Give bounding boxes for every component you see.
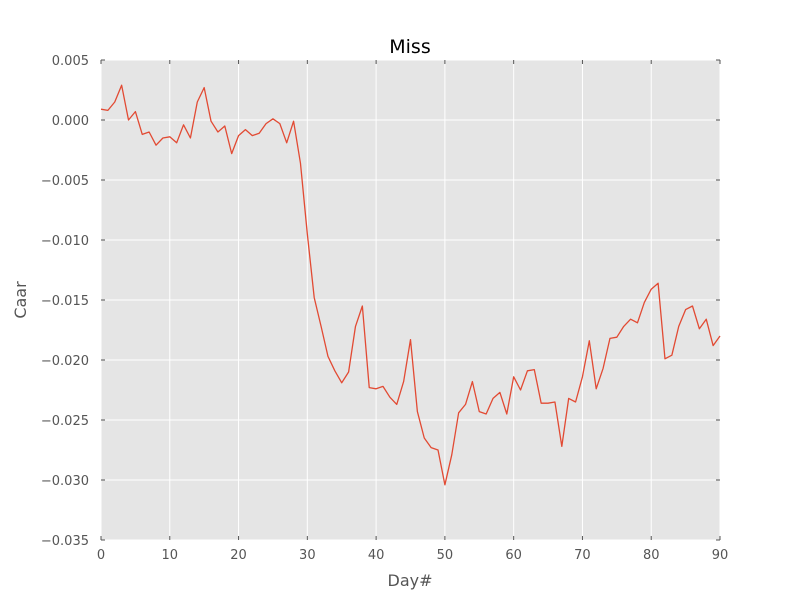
- x-tick-label: 30: [299, 548, 316, 563]
- x-tick-label: 40: [368, 548, 385, 563]
- x-tick-label: 20: [230, 548, 247, 563]
- chart-title: Miss: [389, 36, 430, 58]
- x-tick-label: 60: [505, 548, 522, 563]
- axis-ticks: [100, 59, 721, 541]
- x-tick-label: 0: [97, 548, 105, 563]
- y-tick-labels: 0.005 0.000 −0.005 −0.010 −0.015 −0.020 −0.025…: [41, 54, 89, 549]
- y-tick-label: −0.025: [41, 414, 89, 429]
- y-tick-label: −0.015: [41, 294, 89, 309]
- x-tick-labels: 0 10 20 30 40 50 60 70 80 90: [97, 548, 728, 563]
- series-layer: [100, 84, 721, 486]
- x-tick-label: 10: [162, 548, 179, 563]
- y-tick-label: −0.005: [41, 174, 89, 189]
- x-tick-label: 70: [574, 548, 591, 563]
- y-tick-label: 0.000: [52, 114, 89, 129]
- x-axis-label: Day#: [388, 571, 433, 590]
- y-tick-label: 0.005: [52, 54, 89, 69]
- x-tick-label: 80: [643, 548, 660, 563]
- y-tick-label: −0.020: [41, 354, 89, 369]
- x-tick-label: 50: [437, 548, 454, 563]
- x-tick-label: 90: [712, 548, 729, 563]
- y-tick-label: −0.030: [41, 474, 89, 489]
- y-axis-label: Caar: [11, 281, 30, 319]
- y-tick-label: −0.010: [41, 234, 89, 249]
- y-tick-label: −0.035: [41, 534, 89, 549]
- series-line: [100, 84, 721, 486]
